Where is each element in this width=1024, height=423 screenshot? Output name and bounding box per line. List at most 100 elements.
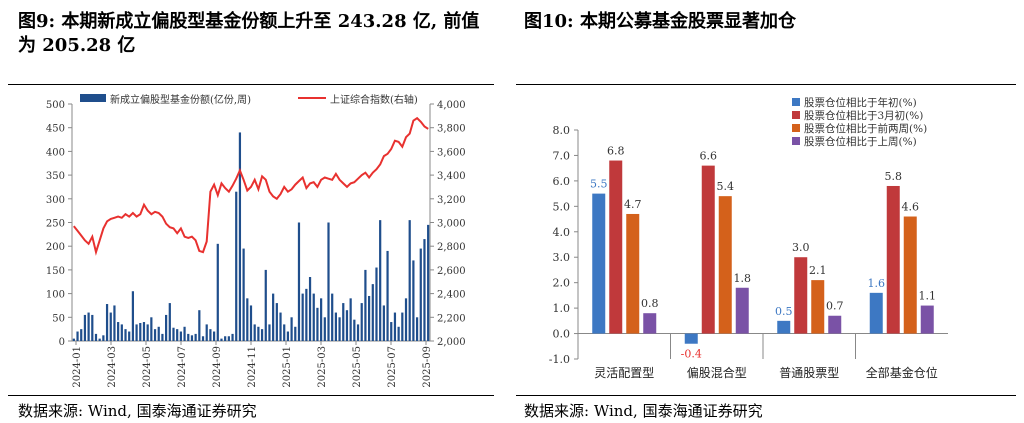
y-tick-label: 3.0: [553, 251, 571, 264]
data-label: 2.1: [809, 264, 827, 277]
data-label: -0.4: [681, 348, 702, 361]
bar: [205, 324, 208, 341]
bar: [308, 277, 312, 341]
bar: [179, 331, 182, 341]
bar: [286, 331, 290, 341]
bar: [279, 312, 282, 341]
bar: [139, 322, 142, 341]
figure-10-title: 图10: 本期公募基金股票显著加仓: [524, 11, 796, 32]
legend-bar-swatch: [80, 94, 106, 102]
bar: [794, 257, 808, 334]
left-y-tick-label: 0: [59, 337, 65, 348]
bar: [297, 222, 301, 341]
bar: [718, 196, 732, 334]
bar: [323, 317, 326, 341]
x-tick-label: 2024-11: [247, 346, 258, 388]
bar: [172, 327, 175, 341]
bar: [397, 326, 400, 341]
x-tick-label: 2025-07: [387, 346, 398, 388]
bar: [235, 191, 238, 341]
bar: [242, 248, 245, 341]
bar: [356, 324, 360, 341]
bar: [903, 216, 917, 334]
legend-swatch: [792, 111, 800, 119]
bar: [176, 329, 179, 341]
bar: [419, 248, 422, 341]
bar: [187, 333, 190, 341]
left-y-tick-label: 500: [46, 100, 65, 111]
bar: [371, 284, 374, 341]
bar: [331, 293, 334, 341]
bar: [592, 193, 606, 334]
legend-bar-label: 新成立偏股型基金份额(亿份,周): [110, 93, 251, 106]
y-tick-label: 8.0: [553, 124, 571, 137]
bar: [150, 317, 153, 341]
bar: [227, 336, 230, 341]
bar: [128, 331, 131, 341]
bar: [105, 304, 109, 341]
bar: [194, 333, 197, 341]
bar: [260, 329, 264, 341]
legend-label: 股票仓位相比于前两周(%): [804, 122, 927, 135]
legend-label: 股票仓位相比于3月初(%): [804, 109, 923, 122]
data-label: 1.8: [734, 272, 752, 285]
bar: [198, 310, 201, 341]
bar: [94, 333, 98, 341]
bar: [109, 312, 112, 341]
data-label: 1.6: [868, 277, 886, 290]
bar: [131, 291, 135, 341]
legend-swatch: [792, 137, 800, 145]
bar: [98, 338, 101, 341]
bar: [305, 288, 308, 341]
bar: [124, 329, 127, 341]
x-tick-label: 2024-09: [212, 346, 223, 388]
data-label: 5.4: [717, 180, 735, 193]
data-label: 5.8: [885, 170, 903, 183]
bar: [345, 310, 349, 341]
left-y-tick-label: 250: [46, 219, 65, 230]
bar: [777, 320, 791, 334]
bar: [168, 303, 171, 341]
bar: [353, 319, 356, 341]
bar: [283, 324, 286, 341]
left-y-tick-label: 100: [46, 290, 65, 301]
category-label: 全部基金仓位: [866, 365, 938, 380]
y-tick-label: 4.0: [553, 226, 571, 239]
x-tick-label: 2024-03: [107, 346, 118, 388]
fund-shares-chart: 0 50 100 150 200 250 300 350 400 450 500 2,000 2,200…: [46, 93, 466, 388]
bar: [80, 329, 83, 341]
bar: [312, 293, 315, 341]
index-line: [73, 116, 429, 256]
right-y-tick-label: 2,600: [437, 266, 466, 277]
bar: [290, 317, 293, 341]
left-y-tick-label: 50: [52, 313, 65, 324]
bar: [91, 314, 94, 341]
bar: [626, 213, 640, 334]
bar: [294, 326, 297, 341]
bar: [216, 243, 219, 341]
x-tick-label: 2024-07: [177, 346, 188, 388]
right-y-tick-label: 2,000: [437, 337, 466, 348]
bar: [268, 324, 271, 341]
bar: [183, 326, 186, 341]
bar: [272, 293, 275, 341]
category-label: 灵活配置型: [594, 366, 654, 380]
bar: [684, 333, 698, 344]
data-label: 5.5: [590, 178, 608, 191]
y-tick-label: 0.0: [553, 328, 571, 341]
bar: [87, 312, 90, 341]
bar: [338, 317, 341, 341]
bar: [246, 298, 249, 341]
right-y-tick-label: 2,200: [437, 313, 466, 324]
left-top-rule: [8, 84, 494, 85]
bar: [257, 326, 260, 341]
bar: [220, 338, 223, 341]
bar: [811, 280, 825, 334]
y-tick-label: 5.0: [553, 200, 571, 213]
bar: [142, 322, 146, 341]
bar: [113, 305, 116, 341]
y-tick-label: 1.0: [553, 302, 571, 315]
bar: [408, 220, 411, 341]
bar: [920, 305, 934, 334]
data-label: 6.8: [607, 145, 625, 158]
